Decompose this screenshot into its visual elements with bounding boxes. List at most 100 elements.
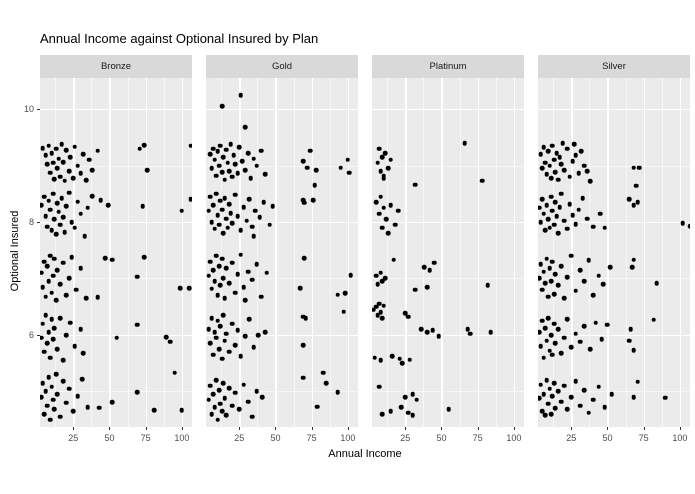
data-point <box>254 262 259 267</box>
data-point <box>44 224 50 229</box>
data-point <box>540 166 545 171</box>
data-point <box>229 174 235 180</box>
data-point <box>538 151 544 157</box>
data-point <box>582 387 587 393</box>
data-point <box>553 406 558 411</box>
data-point <box>75 199 80 204</box>
data-point <box>236 407 242 412</box>
data-point <box>50 337 56 342</box>
data-point <box>561 167 567 173</box>
facet-strip-gold: Gold <box>206 55 358 78</box>
data-point <box>85 404 91 410</box>
data-point <box>573 331 578 337</box>
data-point <box>545 149 551 154</box>
data-point <box>263 171 268 177</box>
data-point <box>557 154 562 160</box>
data-point <box>209 315 215 321</box>
gridline-y-major <box>372 334 524 337</box>
data-point <box>561 383 567 389</box>
x-axis-tick <box>571 427 573 430</box>
data-point <box>95 294 101 300</box>
data-point <box>221 312 226 318</box>
data-point <box>216 387 222 393</box>
data-point <box>379 279 385 284</box>
data-point <box>228 141 233 147</box>
data-point <box>376 384 382 390</box>
data-point <box>95 148 101 154</box>
data-point <box>69 254 75 260</box>
facet-panel-silver <box>538 78 690 427</box>
data-point <box>267 222 272 228</box>
data-point <box>47 207 53 212</box>
data-point <box>547 225 552 230</box>
data-point <box>602 225 607 230</box>
data-point <box>172 370 177 376</box>
data-point <box>375 281 381 287</box>
data-point <box>188 143 192 149</box>
data-point <box>225 225 230 230</box>
data-point <box>302 255 307 261</box>
data-point <box>216 163 222 168</box>
gridline-y-minor <box>40 391 192 393</box>
data-point <box>232 290 238 295</box>
data-point <box>553 199 558 205</box>
data-point <box>218 401 223 407</box>
gridline-x-minor <box>91 78 93 427</box>
data-point <box>40 335 44 341</box>
data-point <box>538 205 542 211</box>
data-point <box>631 165 636 171</box>
gridline-y-major <box>372 109 524 111</box>
data-point <box>47 170 53 176</box>
data-point <box>488 329 493 335</box>
data-point <box>53 297 59 303</box>
data-point <box>66 276 72 281</box>
data-point <box>555 282 561 288</box>
gridline-y-minor <box>372 278 524 280</box>
data-point <box>222 295 228 301</box>
data-point <box>66 168 72 174</box>
data-point <box>413 287 418 293</box>
data-point <box>50 160 56 165</box>
data-point <box>43 294 49 299</box>
data-point <box>63 332 69 338</box>
data-point <box>485 282 491 288</box>
data-point <box>55 201 60 206</box>
data-point <box>635 379 641 385</box>
data-point <box>305 165 310 171</box>
data-point <box>221 276 226 281</box>
data-point <box>57 174 63 180</box>
data-point <box>651 317 657 322</box>
data-point <box>232 192 238 198</box>
data-point <box>57 414 63 420</box>
data-point <box>63 203 69 209</box>
data-point <box>264 270 270 276</box>
data-point <box>320 370 326 376</box>
data-point <box>540 287 545 293</box>
data-point <box>212 329 217 335</box>
data-point <box>47 355 53 360</box>
data-point <box>555 327 561 332</box>
data-point <box>73 287 79 293</box>
gridline-y-major <box>40 109 192 111</box>
data-point <box>250 277 255 282</box>
data-point <box>70 175 76 181</box>
data-point <box>389 354 395 359</box>
gridline-x-minor <box>329 78 331 427</box>
data-point <box>338 165 343 171</box>
data-point <box>663 395 668 400</box>
data-point <box>257 215 262 220</box>
data-point <box>242 167 248 173</box>
data-point <box>56 209 62 215</box>
data-point <box>47 253 53 259</box>
data-point <box>81 350 86 356</box>
data-point <box>348 272 354 278</box>
data-point <box>538 262 544 267</box>
data-point <box>542 228 548 233</box>
data-point <box>69 219 75 225</box>
data-point <box>555 231 561 236</box>
data-point <box>105 202 111 208</box>
data-point <box>545 216 551 222</box>
data-point <box>245 150 251 156</box>
data-point <box>551 222 557 228</box>
